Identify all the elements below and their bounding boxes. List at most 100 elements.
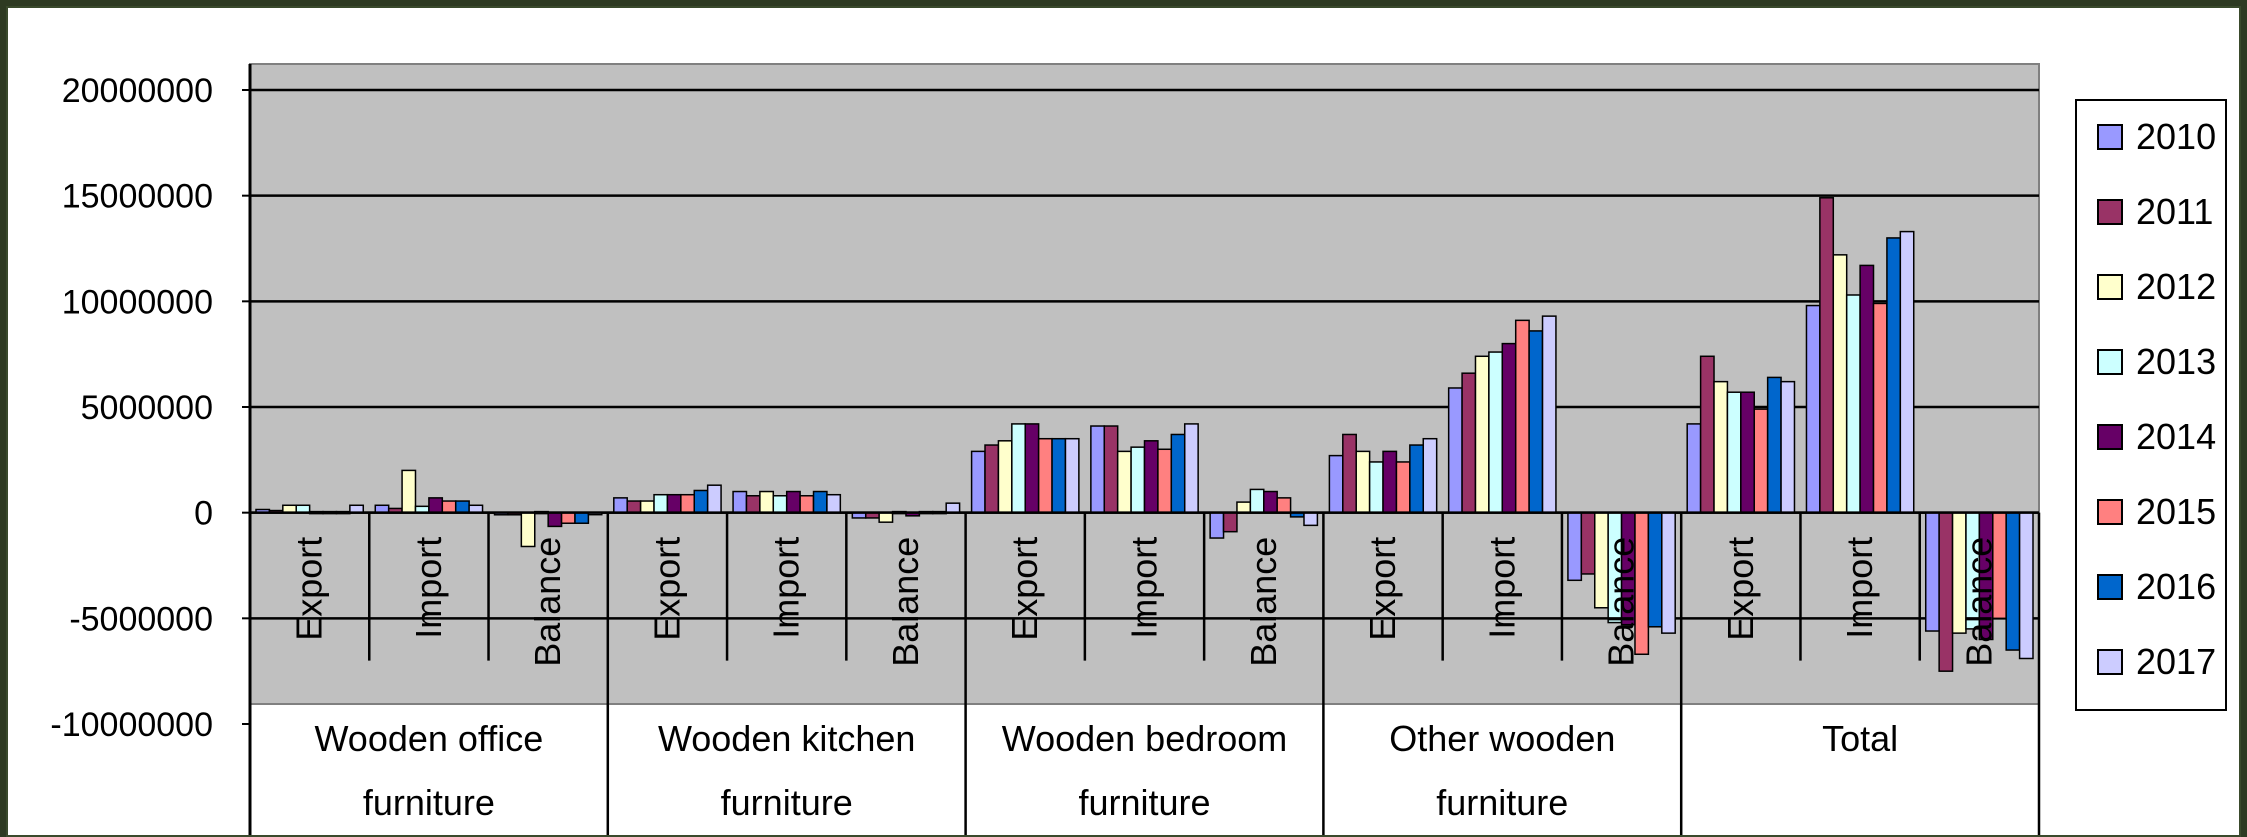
bar [401,469,417,514]
x-subcategory-label: Balance [527,537,568,667]
x-group-label: Other wooden [1389,718,1615,759]
legend-label: 2013 [2136,341,2216,382]
x-subcategory-label: Balance [1601,537,1642,667]
bar [1157,448,1173,514]
bar [1766,376,1782,514]
bar [2018,511,2034,660]
bar [1263,490,1278,514]
legend-swatch [2097,649,2123,675]
bar [812,490,828,514]
x-group-label: Wooden office [314,718,543,759]
bar [1661,511,1676,634]
bar [1580,511,1596,575]
bar [454,500,470,514]
x-category-labels: Export Import Balance Export Import Balance Ex… [289,537,2000,823]
legend-label: 2016 [2136,566,2216,607]
x-group-label-line2: furniture [1078,782,1210,823]
bar [1447,387,1463,514]
bar [984,444,1000,514]
bar [1474,355,1490,514]
bar [1805,304,1821,514]
bar [1924,511,1940,632]
bar [799,495,815,514]
legend-label: 2017 [2136,641,2216,682]
x-subcategory-label: Import [1481,537,1522,639]
bar [1342,433,1357,514]
y-tick-label: 0 [194,495,213,533]
bar [1541,315,1557,514]
bar [1064,437,1080,514]
bar [639,500,655,514]
bar [1488,351,1504,514]
x-subcategory-label: Import [766,537,807,639]
bar [574,511,590,524]
x-group-label-line2: furniture [721,782,853,823]
legend-label: 2012 [2136,266,2216,307]
legend: 2010 2011 2012 2013 2014 2015 2016 2017 [2075,99,2227,711]
plot-area [249,63,2040,705]
bar [1740,391,1755,514]
y-tick-label: -10000000 [50,706,213,744]
bar [970,450,986,514]
y-tick-labels: 20000000 15000000 10000000 5000000 0 -5000000… [50,72,213,744]
bar [772,495,788,514]
bar [1699,355,1715,514]
bar [1236,501,1252,514]
bar [1845,294,1861,514]
bar [1249,488,1265,514]
bar [1355,450,1371,514]
bar [693,489,709,514]
bar [666,493,682,514]
bar [1368,461,1384,514]
chart-frame: 20000000 15000000 10000000 5000000 0 -5000000… [6,6,2241,837]
bar [878,511,894,523]
bar [1090,425,1106,514]
bar [945,502,961,514]
bar [1116,450,1132,514]
bar [759,490,775,514]
y-tick-label: 5000000 [81,389,213,427]
bar [1037,437,1053,514]
bar [1382,450,1398,514]
bar [1303,511,1319,527]
bar [1461,372,1477,514]
bar [1647,511,1663,628]
bar [1103,425,1119,514]
bar [1422,437,1438,514]
y-tick-label: -5000000 [69,600,213,638]
x-subcategory-label: Balance [1958,537,1999,667]
bar [1130,446,1146,514]
bar [1514,319,1530,514]
bar [1859,264,1875,514]
x-subcategory-label: Import [408,537,449,639]
legend-swatch [2097,574,2123,600]
bar [1886,237,1902,514]
x-group-label: Wooden kitchen [658,718,916,759]
x-group-label: Total [1822,718,1898,759]
legend-swatch [2097,199,2123,225]
bar [1209,511,1225,539]
x-subcategory-label: Export [1720,537,1761,641]
bar [1686,423,1702,514]
x-group-label: Wooden bedroom [1002,718,1288,759]
bar [706,484,722,514]
y-tick-label: 20000000 [62,72,213,110]
x-subcategory-label: Balance [1243,537,1284,667]
bar [1567,511,1583,582]
axes [242,64,2041,835]
x-group-label-line2: furniture [363,782,495,823]
bar [560,511,576,524]
bar [653,493,669,514]
bar [745,495,761,514]
bar [1938,511,1954,672]
legend-swatch [2097,124,2123,150]
x-subcategory-label: Export [646,537,687,641]
bar [997,440,1013,514]
bar [1409,444,1425,514]
bar [1872,302,1888,514]
x-subcategory-label: Import [1124,537,1165,639]
bar [1726,391,1742,514]
bar [1051,437,1067,514]
bar [1328,454,1344,514]
x-subcategory-label: Export [1004,537,1045,641]
